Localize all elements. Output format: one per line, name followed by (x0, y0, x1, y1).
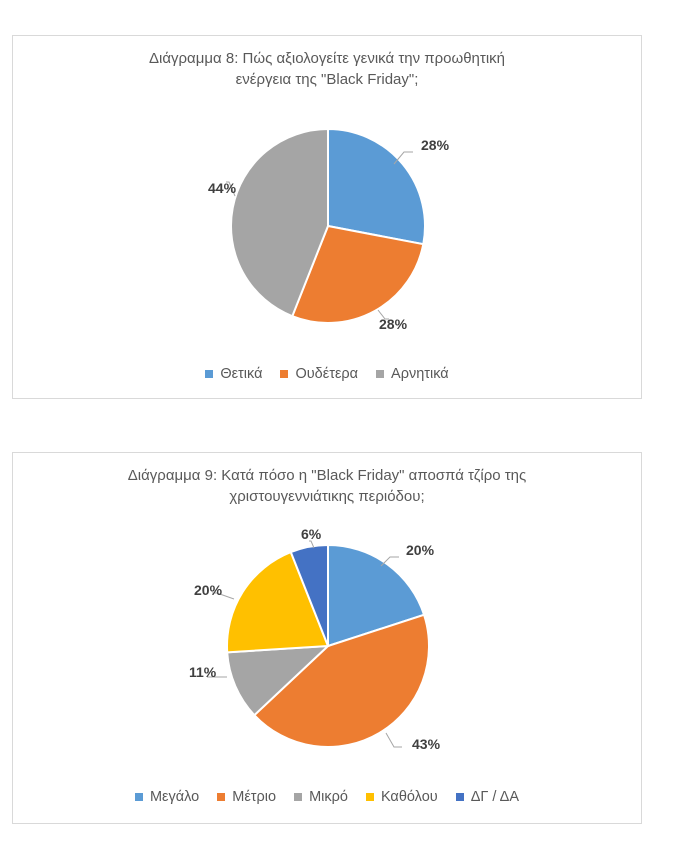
legend-item: Αρνητικά (376, 366, 449, 382)
legend-item: Θετικά (205, 366, 262, 382)
chart-title: Διάγραμμα 8: Πώς αξιολογείτε γενικά την … (13, 48, 641, 90)
legend-swatch (134, 793, 143, 801)
pie-plot: 20% 43% 11% 20% 6% (189, 526, 441, 752)
data-label: 43% (412, 736, 441, 752)
legend-swatch (365, 793, 374, 801)
chart-title-line: Διάγραμμα 8: Πώς αξιολογείτε γενικά την … (149, 50, 505, 67)
legend-swatch (294, 793, 303, 801)
legend-item: Καθόλου (365, 789, 438, 805)
data-label: 28% (379, 316, 408, 332)
legend-label: Ουδέτερα (295, 366, 359, 382)
legend-label: ΔΓ / ΔΑ (470, 789, 520, 805)
pie-slice (289, 543, 329, 647)
pie-plot: 28% 28% 44% (208, 127, 450, 332)
legend-swatch (280, 370, 289, 378)
pie-slice (290, 224, 425, 324)
legend-swatch (455, 793, 464, 801)
data-label: 20% (406, 542, 435, 558)
pie-chart-8: Διάγραμμα 8: Πώς αξιολογείτε γενικά την … (12, 35, 642, 399)
legend-label: Μέτριο (232, 789, 277, 805)
legend-item: Μικρό (294, 789, 348, 805)
legend-label: Θετικά (220, 366, 263, 382)
data-label: 20% (194, 582, 223, 598)
pie-slice (230, 127, 329, 318)
data-label: 11% (189, 664, 217, 680)
leader-line (377, 309, 389, 320)
chart-title-line: ενέργεια της "Black Friday"; (235, 71, 419, 88)
pie-slice (226, 644, 331, 717)
pie-slice (327, 543, 426, 648)
chart-title-line: Διάγραμμα 9: Κατά πόσο η "Black Friday" … (127, 467, 527, 484)
pie-slice (226, 550, 330, 654)
data-label: 6% (301, 526, 322, 542)
chart-title-line: χριστουγεννιάτικης περιόδου; (229, 488, 425, 505)
legend-swatch (376, 370, 385, 378)
pie-chart-9: Διάγραμμα 9: Κατά πόσο η "Black Friday" … (12, 452, 642, 824)
pie-slice (327, 127, 426, 246)
legend-item: Μεγάλο (134, 789, 200, 805)
data-label: 44% (208, 180, 237, 196)
leader-line (309, 540, 315, 549)
legend-label: Αρνητικά (391, 366, 449, 382)
leader-line (385, 732, 402, 748)
data-label: 28% (421, 137, 450, 153)
legend-label: Μικρό (309, 789, 348, 805)
legend-item: Μέτριο (217, 789, 276, 805)
legend-swatch (205, 370, 214, 378)
leader-line (393, 151, 413, 165)
leader-line (212, 592, 235, 600)
legend-swatch (217, 793, 226, 801)
pie-slice (252, 613, 430, 749)
legend-label: Μεγάλο (149, 789, 200, 805)
chart-legend: Μεγάλο Μέτριο Μικρό Καθόλου ΔΓ / ΔΑ (13, 789, 641, 805)
chart-legend: Θετικά Ουδέτερα Αρνητικά (13, 366, 641, 382)
leader-line (380, 556, 399, 567)
legend-item: ΔΓ / ΔΑ (455, 789, 520, 805)
legend-item: Ουδέτερα (280, 366, 358, 382)
chart-title: Διάγραμμα 9: Κατά πόσο η "Black Friday" … (13, 465, 641, 507)
legend-label: Καθόλου (380, 789, 438, 805)
leader-line (226, 181, 236, 197)
